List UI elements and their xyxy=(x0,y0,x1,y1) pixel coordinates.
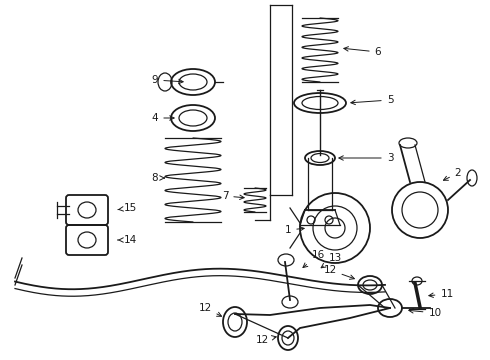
Text: 12: 12 xyxy=(323,265,354,279)
Text: 8: 8 xyxy=(152,173,164,183)
Text: 12: 12 xyxy=(198,303,221,316)
Text: 1: 1 xyxy=(285,225,304,235)
Text: 14: 14 xyxy=(118,235,137,245)
Text: 11: 11 xyxy=(429,289,454,299)
Text: 13: 13 xyxy=(321,253,342,268)
Text: 4: 4 xyxy=(152,113,174,123)
Text: 5: 5 xyxy=(351,95,393,105)
Text: 9: 9 xyxy=(152,75,183,85)
Text: 15: 15 xyxy=(118,203,137,213)
Text: 7: 7 xyxy=(221,191,244,201)
Text: 3: 3 xyxy=(339,153,393,163)
Text: 10: 10 xyxy=(409,308,441,318)
Text: 6: 6 xyxy=(344,47,381,57)
Text: 12: 12 xyxy=(255,335,276,345)
Text: 16: 16 xyxy=(303,250,324,267)
Text: 2: 2 xyxy=(443,168,461,180)
